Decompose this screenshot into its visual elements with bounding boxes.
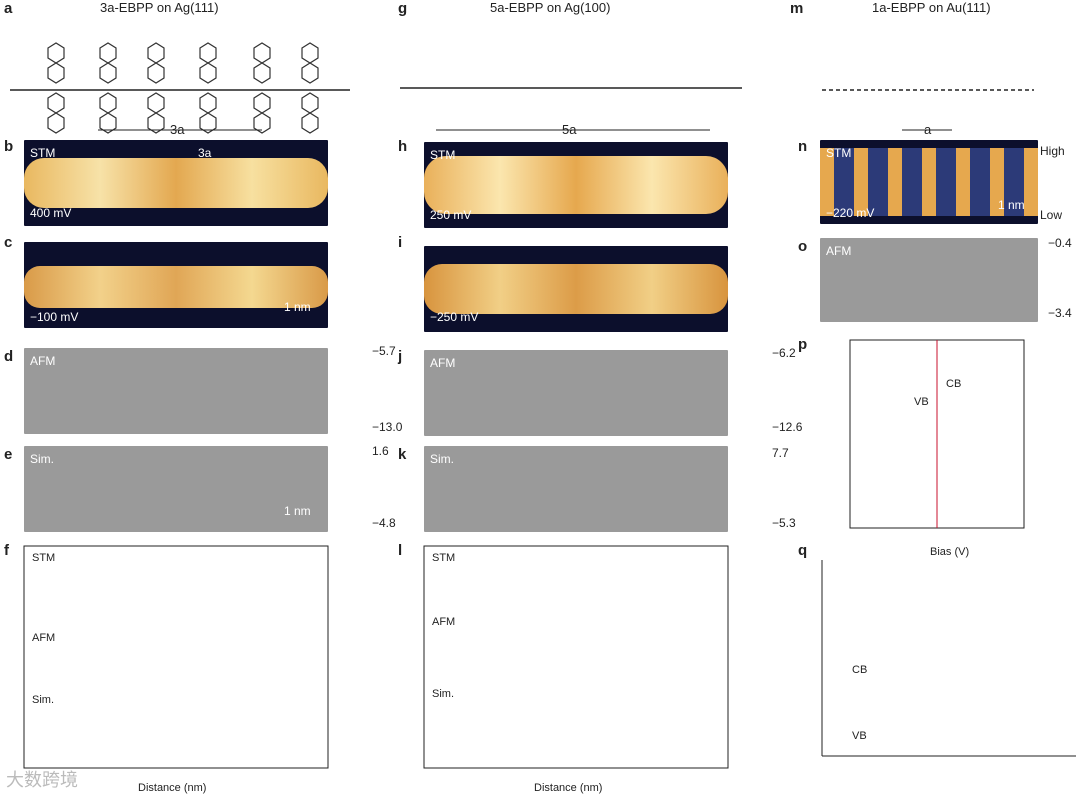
trace-label-l-afm: AFM [432, 616, 456, 628]
trace-label-l-stm: STM [432, 552, 456, 564]
trace-label-l-sim: Sim. [432, 688, 454, 700]
xlabel-f: Distance (nm) [138, 782, 207, 794]
panel-label-d: d [4, 348, 14, 365]
vb-label-p: VB [914, 396, 929, 408]
panel-label-h: h [398, 138, 408, 155]
watermark: 大数跨境 [6, 770, 78, 790]
tag-k: Sim. [430, 452, 454, 466]
colorbar-o-max: −0.4 [1048, 236, 1072, 250]
panel-label-q: q [798, 542, 808, 559]
xlabel-l: Distance (nm) [534, 782, 603, 794]
panel-label-o: o [798, 238, 808, 255]
panel-label-l: l [398, 542, 403, 559]
tag-o: AFM [826, 244, 852, 258]
colorbar-j-min: −12.6 [772, 420, 803, 434]
panel-label-g: g [398, 0, 408, 17]
tag-j: AFM [430, 356, 456, 370]
molecule-structure-m [822, 89, 1034, 131]
scalebar-e: 1 nm [284, 504, 311, 518]
scalebar-c: 1 nm [284, 300, 311, 314]
molecule-structure-g [400, 87, 742, 131]
panel-label-m: m [790, 0, 804, 17]
colorbar-o-min: −3.4 [1048, 306, 1072, 320]
chart-p [849, 339, 1025, 529]
colorbar-d-max: −5.7 [372, 344, 396, 358]
bias-c: −100 mV [30, 310, 79, 324]
scalebar-n: 1 nm [998, 198, 1025, 212]
chart-l [423, 545, 729, 769]
panel-label-j: j [398, 348, 403, 365]
tag-n: STM [826, 146, 852, 160]
afm-image-d [24, 348, 328, 434]
molecule-structure-a [10, 42, 350, 134]
bias-h: 250 mV [430, 208, 472, 222]
chart-f [23, 545, 329, 769]
bias-n: −220 mV [826, 206, 875, 220]
title-a: 3a-EBPP on Ag(111) [100, 0, 219, 15]
panel-label-e: e [4, 446, 13, 463]
panel-label-c: c [4, 234, 13, 251]
title-g: 5a-EBPP on Ag(100) [490, 0, 611, 15]
period-m: a [924, 122, 932, 137]
panel-label-i: i [398, 234, 403, 251]
colorbar-j-max: −6.2 [772, 346, 796, 360]
afm-image-o [820, 238, 1038, 322]
afm-image-j [424, 350, 728, 436]
panel-label-b: b [4, 138, 14, 155]
colorbar-n-low: Low [1040, 208, 1063, 222]
colorbar-e-min: −4.8 [372, 516, 396, 530]
colorbar-e-max: 1.6 [372, 444, 389, 458]
stm-image-h [424, 142, 728, 228]
stm-image-n [820, 140, 1038, 224]
trace-label-f-stm: STM [32, 552, 56, 564]
sim-image-e [24, 446, 328, 532]
panel-label-k: k [398, 446, 407, 463]
stm-image-i [424, 246, 728, 332]
tag-d: AFM [30, 354, 56, 368]
tag-e: Sim. [30, 452, 54, 466]
vb-label-q: VB [852, 730, 867, 742]
tag-b: STM [30, 146, 56, 160]
chart-q [821, 560, 1076, 757]
colorbar-n-high: High [1040, 144, 1065, 158]
stm-image-b [24, 140, 328, 226]
bias-b: 400 mV [30, 206, 72, 220]
cb-label-q: CB [852, 664, 868, 676]
period-a: 3a [170, 122, 185, 137]
colorbar-k-min: −5.3 [772, 516, 796, 530]
bias-i: −250 mV [430, 310, 479, 324]
colorbar-d-min: −13.0 [372, 420, 403, 434]
sim-image-k [424, 446, 728, 532]
panel-label-f: f [4, 542, 9, 559]
tag-h: STM [430, 148, 456, 162]
title-m: 1a-EBPP on Au(111) [872, 0, 991, 15]
period-g: 5a [562, 122, 577, 137]
colorbar-k-max: 7.7 [772, 446, 789, 460]
period-b: 3a [198, 146, 212, 160]
trace-label-f-afm: AFM [32, 632, 56, 644]
xlabel-p: Bias (V) [930, 546, 970, 558]
stm-image-c [24, 242, 328, 328]
panel-label-n: n [798, 138, 808, 155]
panel-label-p: p [798, 336, 808, 353]
trace-label-f-sim: Sim. [32, 694, 54, 706]
cb-label-p: CB [946, 378, 962, 390]
panel-label-a: a [4, 0, 13, 17]
